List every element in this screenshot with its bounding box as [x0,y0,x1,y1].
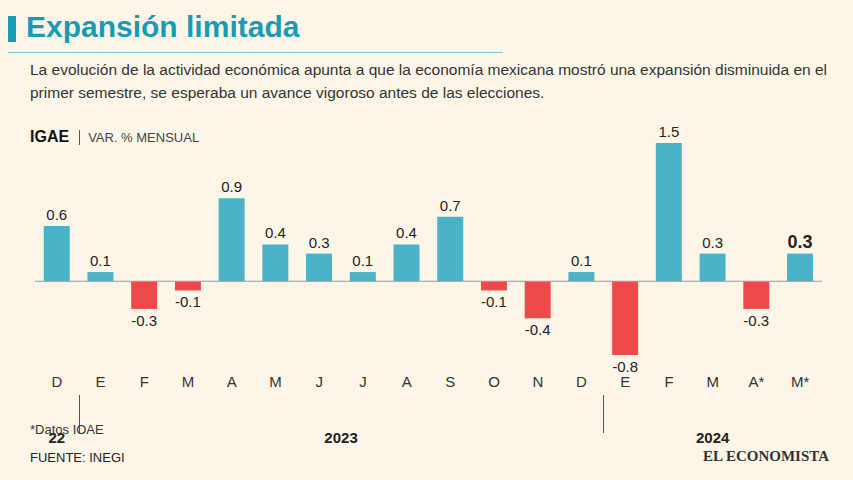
svg-text:D: D [576,373,587,390]
html-text:Expansión limitada: Expansión limitada [26,10,300,43]
svg-text:-0.8: -0.8 [612,358,638,375]
svg-text:M*: M* [791,373,809,390]
html-text:*Datos IOAE: *Datos IOAE [30,422,104,437]
svg-text:M: M [269,373,282,390]
svg-text:O: O [488,373,500,390]
svg-text:-0.4: -0.4 [525,321,551,338]
html-text:La evolución de la actividad e: La evolución de la actividad económica a… [30,61,827,101]
svg-text:M: M [182,373,195,390]
svg-text:0.9: 0.9 [221,178,242,195]
svg-text:E: E [620,373,630,390]
svg-text:J: J [359,373,367,390]
svg-text:D: D [51,373,62,390]
svg-text:0.1: 0.1 [352,252,373,269]
svg-text:S: S [445,373,455,390]
svg-text:0.7: 0.7 [440,197,461,214]
svg-text:0.4: 0.4 [396,224,417,241]
svg-text:M: M [706,373,719,390]
svg-text:-0.1: -0.1 [175,293,201,310]
svg-text:A: A [402,373,412,390]
html-text:2024: 2024 [696,429,730,446]
svg-text:A: A [227,373,237,390]
svg-text:0.1: 0.1 [90,252,111,269]
svg-text:J: J [315,373,323,390]
html-text:IGAE: IGAE [30,128,70,145]
svg-text:F: F [140,373,149,390]
html-text:VAR. % MENSUAL: VAR. % MENSUAL [88,129,200,145]
svg-text:N: N [532,373,543,390]
svg-text:F: F [664,373,673,390]
html-text:FUENTE: INEGI: FUENTE: INEGI [30,450,125,465]
html-text:EL ECONOMISTA: EL ECONOMISTA [703,448,829,464]
svg-text:-0.3: -0.3 [131,312,157,329]
svg-text:0.3: 0.3 [788,232,813,252]
svg-text:A*: A* [748,373,764,390]
svg-text:E: E [96,373,106,390]
svg-text:1.5: 1.5 [658,123,679,140]
html-text:22: 22 [48,429,66,446]
html-text:2023: 2023 [324,429,358,446]
svg-text:0.3: 0.3 [702,234,723,251]
svg-text:0.1: 0.1 [571,252,592,269]
svg-text:-0.1: -0.1 [481,293,507,310]
svg-text:-0.3: -0.3 [743,312,769,329]
svg-text:0.3: 0.3 [309,234,330,251]
svg-text:0.4: 0.4 [265,224,286,241]
svg-text:0.6: 0.6 [46,206,67,223]
